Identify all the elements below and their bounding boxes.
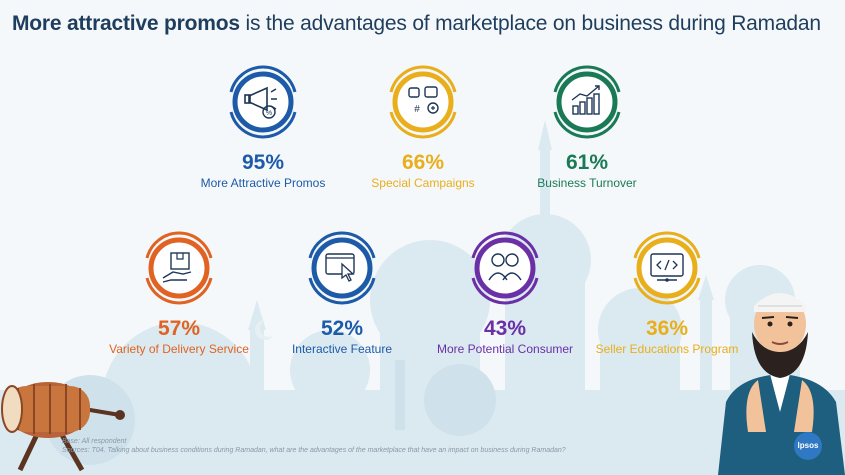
stat-label: More Attractive Promos (200, 176, 326, 190)
social-campaign-icon: # (408, 86, 439, 115)
bedug-drum-illustration (1, 382, 125, 472)
stat-badge: # (383, 62, 463, 142)
base-note: Base: All respondent (62, 438, 127, 445)
stat-variety-of-delivery-service: 57% Variety of Delivery Service (89, 228, 269, 356)
stat-label: Seller Educations Program (595, 342, 739, 356)
footnote: Base: All respondent Sources: T04. Talki… (62, 437, 566, 455)
stat-badge: % (223, 62, 303, 142)
stat-business-turnover: 61% Business Turnover (497, 62, 677, 190)
stat-badge (547, 62, 627, 142)
stat-special-campaigns: # 66% Special Campaigns (333, 62, 513, 190)
stat-value: 61% (565, 151, 609, 174)
stat-value: 57% (157, 317, 201, 340)
consumers-icon (488, 253, 522, 281)
svg-text:%: % (266, 110, 272, 117)
stat-more-attractive-promos: % 95% More Attractive Promos (173, 62, 353, 190)
delivery-box-icon (162, 252, 192, 283)
stat-value: 43% (483, 317, 527, 340)
stat-value: 52% (320, 317, 364, 340)
stat-more-potential-consumer: 43% More Potential Consumer (415, 228, 595, 356)
megaphone-discount-icon: % (244, 86, 277, 119)
svg-text:#: # (414, 104, 420, 115)
stat-label: More Potential Consumer (436, 342, 574, 356)
stat-label: Special Campaigns (371, 176, 475, 190)
stat-value: 36% (645, 317, 689, 340)
stat-value: 95% (241, 151, 285, 174)
stat-label: Interactive Feature (291, 342, 393, 356)
stat-value: 66% (401, 151, 445, 174)
page-title: More attractive promos is the advantages… (12, 12, 821, 35)
stat-interactive-feature: 52% Interactive Feature (252, 228, 432, 356)
stat-badge (139, 228, 219, 308)
growth-chart-icon (571, 85, 600, 115)
click-screen-icon (325, 253, 355, 282)
code-monitor-icon (650, 253, 684, 282)
stat-badge (302, 228, 382, 308)
source-note: Sources: T04. Talking about business con… (62, 447, 566, 454)
stat-label: Business Turnover (537, 176, 637, 190)
stat-badge (465, 228, 545, 308)
praying-man-illustration (718, 293, 845, 475)
stat-badge (627, 228, 707, 308)
ipsos-logo: Ipsos (794, 432, 822, 460)
stat-label: Variety of Delivery Service (109, 342, 249, 356)
stat-seller-educations-program: 36% Seller Educations Program (577, 228, 757, 356)
